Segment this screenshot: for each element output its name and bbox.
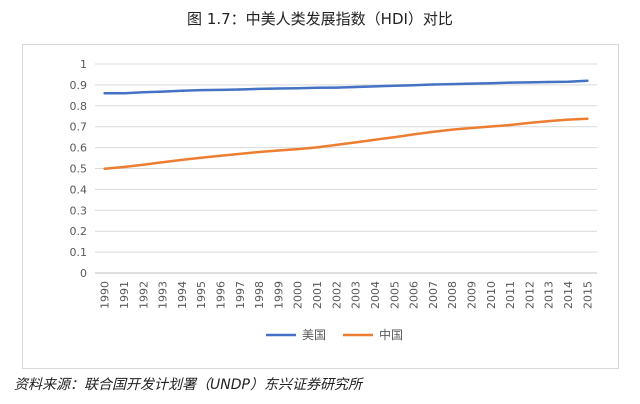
y-tick-label: 0.2 <box>70 225 88 238</box>
data-point <box>122 92 126 95</box>
y-tick-label: 0 <box>80 267 87 280</box>
data-point <box>296 147 299 151</box>
y-tick-label: 0.3 <box>70 204 88 217</box>
data-point <box>373 138 377 141</box>
x-tick-label: 1990 <box>99 281 112 309</box>
x-tick-label: 2011 <box>504 281 517 309</box>
x-tick-label: 1995 <box>195 281 208 309</box>
data-point <box>219 88 222 92</box>
x-tick-label: 2014 <box>562 281 575 309</box>
data-point <box>489 82 493 85</box>
data-point <box>199 156 203 160</box>
data-point <box>161 161 164 164</box>
data-point <box>103 92 106 95</box>
y-tick-label: 0.4 <box>70 183 88 196</box>
y-tick-label: 0.1 <box>70 246 88 259</box>
x-tick-label: 2006 <box>408 281 421 309</box>
source-note: 资料来源：联合国开发计划署（UNDP）东兴证券研究所 <box>14 377 362 393</box>
x-tick-label: 2010 <box>485 281 498 309</box>
data-point <box>257 150 261 154</box>
legend-label: 中国 <box>379 327 403 342</box>
data-point <box>142 163 145 166</box>
chart-area: 0 0.1 0.2 0.3 0.4 0.5 0.6 0.7 0.8 0.9 1 1990 1991 199… <box>22 44 619 369</box>
x-tick-label: 1991 <box>118 281 131 309</box>
data-point <box>315 146 319 149</box>
data-point <box>315 86 319 90</box>
data-point <box>508 81 512 84</box>
x-tick-label: 1994 <box>176 281 189 309</box>
chart-title: 图 1.7：中美人类发展指数（HDI）对比 <box>187 10 453 28</box>
data-point <box>354 85 357 89</box>
data-point <box>161 90 164 93</box>
data-point <box>373 85 377 88</box>
data-point <box>180 158 184 162</box>
data-point <box>431 130 435 134</box>
legend-label: 美国 <box>302 328 326 342</box>
data-point <box>393 84 396 87</box>
series-line-china <box>103 117 589 170</box>
data-point <box>412 133 415 136</box>
data-point <box>586 79 589 82</box>
data-point <box>431 83 435 86</box>
y-tick-label: 0.6 <box>70 142 88 155</box>
data-point <box>296 87 299 90</box>
x-tick-label: 1992 <box>137 281 150 309</box>
data-point <box>238 88 242 91</box>
x-tick-label: 1998 <box>253 281 266 309</box>
data-point <box>393 135 396 139</box>
data-point <box>566 118 570 121</box>
data-point <box>354 141 357 144</box>
x-tick-label: 2000 <box>292 281 305 309</box>
data-point <box>277 149 280 152</box>
data-point <box>547 80 550 84</box>
x-tick-label: 1999 <box>272 281 285 309</box>
x-tick-label: 1993 <box>157 281 170 309</box>
data-point <box>586 117 589 120</box>
data-point <box>528 121 531 125</box>
data-point <box>142 91 145 94</box>
data-point <box>122 165 126 169</box>
y-tick-label: 0.9 <box>70 79 88 92</box>
x-tick-label: 2012 <box>523 281 536 309</box>
x-tick-label: 2005 <box>388 281 401 309</box>
data-point <box>470 82 473 85</box>
data-point <box>335 86 338 89</box>
data-point <box>547 119 550 123</box>
x-tick-label: 2009 <box>466 281 479 309</box>
y-tick-label: 0.7 <box>70 121 88 134</box>
data-point <box>489 125 493 128</box>
x-tick-label: 2002 <box>330 281 343 309</box>
data-point <box>412 84 415 87</box>
x-tick-label: 2013 <box>543 281 556 309</box>
hdi-line-chart: 0 0.1 0.2 0.3 0.4 0.5 0.6 0.7 0.8 0.9 1 1990 1991 199… <box>70 58 597 342</box>
data-point <box>219 154 222 157</box>
x-tick-label: 1996 <box>215 281 228 309</box>
y-tick-label: 0.8 <box>70 100 88 113</box>
data-point <box>508 123 512 127</box>
data-point <box>199 88 203 92</box>
y-tick-label: 1 <box>80 58 87 71</box>
data-point <box>450 128 454 131</box>
y-tick-label: 0.5 <box>70 163 88 176</box>
x-tick-label: 2015 <box>581 281 594 309</box>
x-tick-label: 1997 <box>234 281 247 309</box>
x-tick-label: 2008 <box>446 281 459 309</box>
data-point <box>450 82 454 86</box>
data-point <box>335 143 338 147</box>
data-point <box>277 87 280 90</box>
data-point <box>257 87 261 91</box>
series-line-usa <box>103 79 589 95</box>
x-tick-label: 2007 <box>427 281 440 309</box>
x-tick-label: 2004 <box>369 281 382 309</box>
data-point <box>180 89 184 92</box>
data-point <box>103 167 106 170</box>
data-point <box>470 126 473 130</box>
data-point <box>238 152 242 156</box>
data-point <box>566 80 570 83</box>
x-tick-label: 2003 <box>350 281 363 309</box>
data-point <box>528 81 531 84</box>
x-tick-label: 2001 <box>311 281 324 309</box>
